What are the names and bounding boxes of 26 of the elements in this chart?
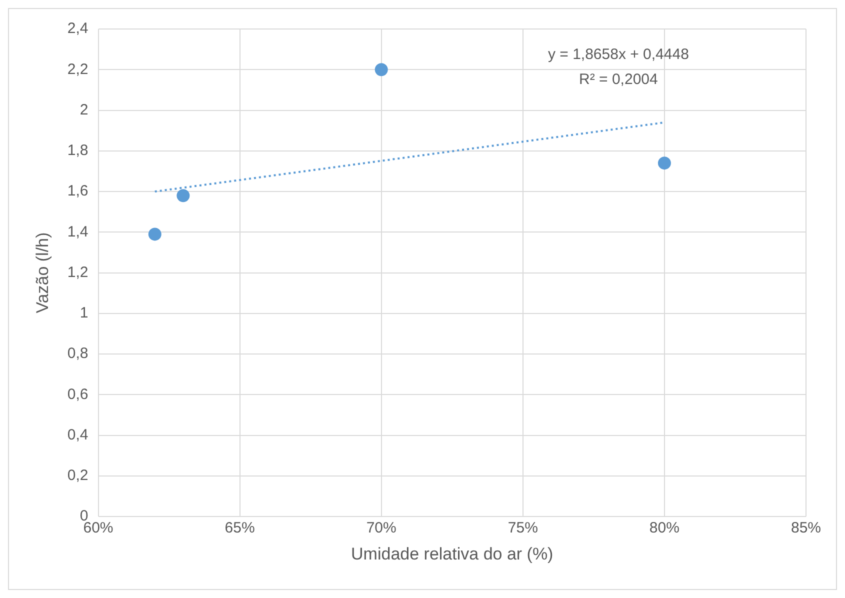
x-tick-label: 85% — [790, 520, 822, 537]
y-tick-label: 1,8 — [67, 142, 88, 160]
y-tick-label: 1,6 — [67, 182, 88, 200]
x-tick-label: 80% — [649, 520, 680, 537]
annotation: y = 1,8658x + 0,4448 — [548, 46, 689, 63]
point — [176, 189, 190, 202]
y-tick-label: 0,4 — [67, 426, 88, 444]
point — [148, 228, 162, 241]
y-tick-label: 1,4 — [67, 223, 88, 240]
y-tick-label: 1,2 — [67, 264, 88, 281]
point — [658, 156, 671, 170]
x-tick-label: 65% — [224, 520, 255, 537]
y-tick-label: 2,4 — [67, 20, 88, 38]
y-tick-label: 0,2 — [67, 467, 88, 484]
x-tick-label: 60% — [83, 520, 114, 537]
y-tick-label: 0,8 — [67, 345, 88, 362]
y-tick-label: 2,2 — [67, 60, 88, 78]
annotation: R² = 0,2004 — [579, 71, 658, 88]
y-tick-label: 0,6 — [67, 386, 88, 403]
point — [374, 63, 388, 76]
x-axis-title: Umidade relativa do ar (%) — [351, 544, 554, 564]
y-tick-label: 2 — [80, 101, 88, 118]
y-tick-label: 1 — [80, 304, 88, 322]
y-axis-title: Vazão (l/h) — [32, 232, 52, 314]
x-tick-label: 70% — [366, 520, 396, 537]
x-tick-label: 75% — [508, 520, 538, 537]
